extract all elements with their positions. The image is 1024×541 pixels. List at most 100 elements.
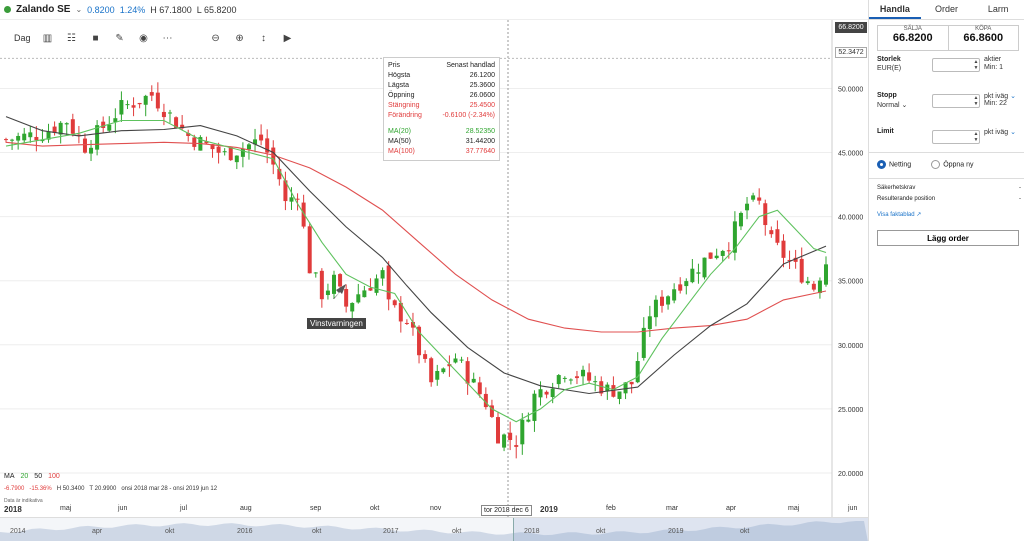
limit-unit-select[interactable]: pkt iväg ⌄	[984, 129, 1016, 136]
candle-body	[295, 198, 300, 200]
sell-price: 66.8200	[892, 32, 933, 44]
tooltip-ma50: MA(50) 31.44200	[388, 138, 495, 145]
candle-body	[653, 299, 658, 318]
tooltip-row: Högsta 26.1200	[388, 72, 495, 79]
period-low: T 20.9900	[89, 486, 117, 492]
candle-body	[40, 140, 45, 142]
candle-body	[745, 203, 750, 211]
candle-body	[52, 126, 57, 133]
tooltip-row: Öppning 26.0600	[388, 92, 495, 99]
candle-body	[107, 124, 112, 131]
candle-body	[344, 289, 349, 307]
stepper-icon[interactable]: ▲ ▼	[973, 95, 979, 107]
stop-unit-select[interactable]: pkt iväg ⌄	[984, 93, 1016, 100]
source-note: Data är indikativa	[4, 498, 43, 504]
x-tick-label: maj	[60, 505, 72, 512]
place-order-button[interactable]: Lägg order	[877, 230, 1019, 246]
instrument-name[interactable]: Zalando SE	[16, 4, 71, 15]
candle-body	[137, 102, 142, 105]
candle-body	[568, 379, 573, 381]
candle-body	[398, 302, 403, 322]
navigator-window[interactable]	[513, 518, 868, 541]
candle-body	[775, 229, 780, 243]
tab-larm[interactable]: Larm	[987, 4, 1009, 14]
candle-body	[489, 405, 494, 417]
calendar-icon[interactable]: ☷	[67, 32, 76, 44]
candle-body	[82, 138, 87, 153]
limit-input[interactable]: ▲ ▼	[932, 130, 980, 144]
ma50-toggle[interactable]: 50	[34, 473, 43, 480]
candle-body	[714, 255, 719, 259]
candle-body	[824, 264, 828, 285]
tab-handla[interactable]: Handla	[869, 0, 921, 19]
candle-body	[678, 284, 683, 291]
ma-legend[interactable]: MA 20 50 100	[4, 473, 60, 480]
panel-tabs: Handla Order Larm	[869, 0, 1024, 20]
ma20-line	[5, 119, 827, 423]
tab-order[interactable]: Order	[935, 4, 959, 14]
candle-body	[635, 361, 640, 383]
zoom-in-icon[interactable]: ⊕	[235, 32, 244, 44]
x-tick-label: jun	[118, 505, 128, 512]
candle-body	[16, 135, 21, 141]
buy-button[interactable]: KÖPA 66.8600	[947, 26, 1019, 50]
ma100-toggle[interactable]: 100	[48, 473, 60, 480]
price-chart[interactable]: 20.0000 25.0000 30.0000 35.0000 40.0000 45.00…	[0, 20, 868, 541]
open-new-radio[interactable]: Öppna ny	[931, 160, 974, 169]
navigator-tick-label: apr	[92, 528, 103, 535]
instrument-header: Zalando SE ⌄ 0.8200 1.24% H 67.1800 L 65…	[0, 0, 868, 20]
y-tick-label: 45.0000	[838, 151, 863, 158]
go-to-latest-icon[interactable]: ▶	[283, 32, 292, 44]
stepper-icon[interactable]: ▲ ▼	[973, 59, 979, 71]
period-change: -6.7900	[4, 486, 25, 492]
candle-body	[76, 134, 81, 136]
chart-area[interactable]: 20.0000 25.0000 30.0000 35.0000 40.0000 45.00…	[0, 20, 868, 541]
candle-body	[465, 361, 470, 384]
x-tick-label: maj	[788, 505, 800, 512]
candle-body	[647, 316, 652, 330]
visibility-eye-icon[interactable]: ◉	[139, 32, 148, 44]
indicators-icon[interactable]: ■	[92, 32, 99, 44]
chevron-down-icon[interactable]: ⌄	[75, 5, 83, 14]
draw-pencil-icon[interactable]: ✎	[115, 32, 124, 44]
candle-body	[477, 382, 482, 395]
candle-body	[319, 270, 324, 300]
candle-body	[101, 121, 106, 128]
candle-body	[410, 321, 415, 328]
stop-input[interactable]: ▲ ▼	[932, 94, 980, 108]
more-options-icon[interactable]: ⋯	[162, 32, 173, 44]
ma20-toggle[interactable]: 20	[20, 473, 29, 480]
period-selector[interactable]: Dag	[14, 33, 31, 43]
day-low: L 65.8200	[196, 4, 237, 15]
candle-body	[380, 270, 385, 279]
annotation-arrow-icon	[333, 284, 346, 299]
tooltip-row: Förändring -0.6100 (-2.34%)	[388, 112, 495, 119]
candle-body	[404, 322, 409, 324]
position-label: Resulterande position	[877, 196, 936, 202]
candle-body	[283, 180, 288, 202]
stepper-icon[interactable]: ▲ ▼	[973, 131, 979, 143]
candle-body	[666, 296, 671, 305]
size-input[interactable]: ▲ ▼	[932, 58, 980, 72]
candle-body	[417, 326, 422, 356]
candle-body	[155, 92, 160, 109]
candle-body	[471, 378, 476, 383]
candle-body	[113, 118, 118, 122]
x-tick-label: okt	[370, 505, 380, 512]
candle-body	[4, 139, 8, 141]
stop-type-select[interactable]: Normal ⌄	[877, 102, 908, 109]
time-navigator[interactable]: 2014 apr okt 2016 okt 2017 okt 2018 okt 2019 okt	[0, 517, 868, 541]
sell-button[interactable]: SÄLJA 66.8200	[878, 26, 948, 50]
zoom-out-icon[interactable]: ⊖	[211, 32, 220, 44]
event-label[interactable]: Vinstvarningen	[307, 318, 366, 329]
y-tick-label: 20.0000	[838, 471, 863, 478]
netting-radio[interactable]: Netting	[877, 160, 911, 169]
zoom-reset-icon[interactable]: ↕	[261, 32, 267, 44]
tooltip-ma20: MA(20) 28.52350	[388, 128, 495, 135]
candle-body	[210, 144, 215, 150]
factsheet-link[interactable]: Visa faktablad ↗	[877, 212, 922, 218]
candle-body	[587, 372, 592, 381]
chart-type-icon[interactable]: ▥	[42, 32, 53, 44]
trade-panel: Handla Order Larm SÄLJA 66.8200 KÖPA 66.…	[868, 0, 1024, 541]
crosshair-price-tag: 52.3472	[835, 47, 867, 58]
